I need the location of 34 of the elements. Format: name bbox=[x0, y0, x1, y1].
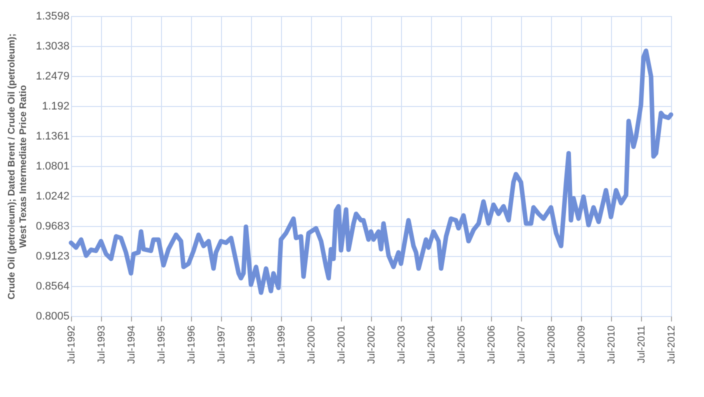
x-tick-label: Jul-2002 bbox=[366, 325, 378, 364]
x-tick-label: Jul-1999 bbox=[276, 325, 288, 364]
x-tick-label: Jul-2011 bbox=[636, 325, 648, 364]
x-tick-label: Jul-2009 bbox=[576, 325, 588, 364]
x-tick-label: Jul-2000 bbox=[306, 325, 318, 364]
line-series bbox=[68, 48, 674, 295]
x-tick-label: Jul-1996 bbox=[186, 325, 198, 364]
x-tick-label: Jul-1997 bbox=[216, 325, 228, 364]
y-axis-title: Crude Oil (petroleum); Dated Brent / Crude Oil (petroleum); West Texas Intermediate Price Ratio bbox=[6, 33, 29, 300]
x-tick-label: Jul-1995 bbox=[156, 325, 168, 364]
x-tick-label: Jul-2003 bbox=[396, 325, 408, 364]
x-tick-label: Jul-2001 bbox=[336, 325, 348, 364]
x-tick-label: Jul-2006 bbox=[486, 325, 498, 364]
y-tick-label: 1.2479 bbox=[36, 70, 70, 83]
x-tick-label: Jul-2008 bbox=[546, 325, 558, 364]
x-tick-label: Jul-2010 bbox=[606, 325, 618, 364]
x-tick-label: Jul-2004 bbox=[426, 325, 438, 364]
y-tick-label: 1.3038 bbox=[36, 40, 70, 53]
x-tick-label: Jul-2012 bbox=[666, 325, 678, 364]
x-tick-label: Jul-1998 bbox=[246, 325, 258, 364]
y-tick-label: 1.192 bbox=[42, 100, 70, 113]
x-tick-label: Jul-1994 bbox=[126, 325, 138, 364]
x-tick-label: Jul-2005 bbox=[456, 325, 468, 364]
y-tick-label: 1.0242 bbox=[36, 190, 70, 203]
y-tick-label: 1.3598 bbox=[36, 10, 70, 22]
x-tick-label: Jul-1993 bbox=[96, 325, 108, 364]
y-tick-label: 0.8564 bbox=[36, 280, 70, 293]
y-tick-label: 0.9123 bbox=[36, 250, 70, 263]
y-tick-label: 0.9683 bbox=[36, 220, 70, 232]
y-tick-label: 1.0801 bbox=[36, 160, 70, 173]
x-tick-label: Jul-2007 bbox=[516, 325, 528, 364]
y-tick-label: 0.8005 bbox=[36, 310, 70, 322]
x-tick-label: Jul-1992 bbox=[66, 325, 78, 364]
y-tick-label: 1.1361 bbox=[36, 130, 70, 142]
